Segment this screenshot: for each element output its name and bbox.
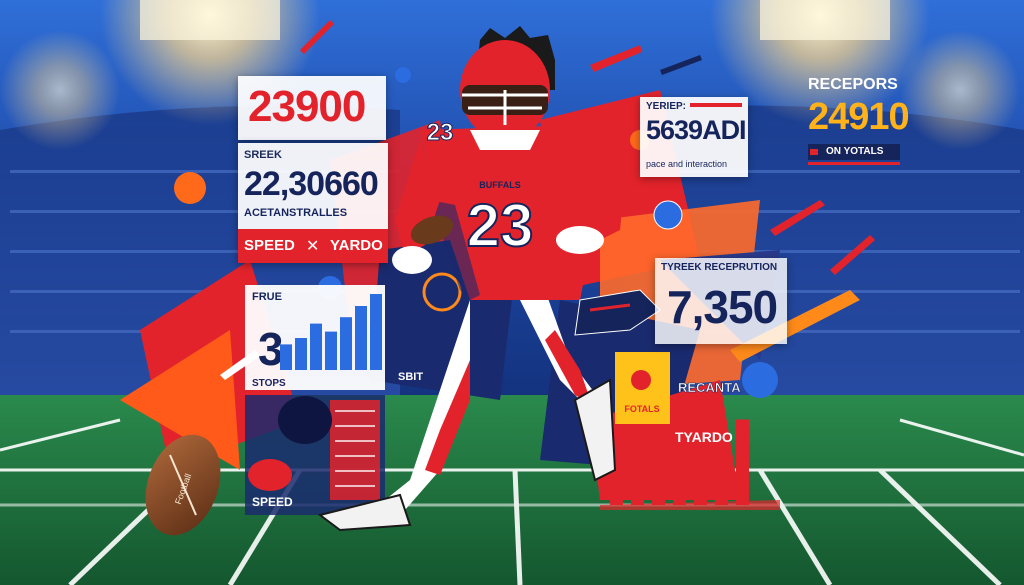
bar-panel-bar [340,317,352,370]
badge-label: FOTALS [624,404,659,414]
stat-center-right-sub: pace and interaction [646,159,728,169]
stat-top-right-value: 24910 [808,96,910,138]
right-chart-bar [631,470,644,505]
stat-left-value: 22,30660 [244,165,379,203]
stat-top-right-label: RECEPORS [808,76,898,93]
stat-top-right-sub: ON YOTALS [826,146,884,157]
right-chart-bar [694,443,707,505]
stat-left-sub: ACETANSTRALLES [244,207,348,219]
bar-panel-bar [295,338,307,370]
helmet-icon [278,396,332,444]
bar-panel-label: FRUE [252,291,282,303]
recanta-label: RECANTA [678,380,741,395]
right-chart-bar [736,419,749,505]
jersey-number: 23 [467,192,534,259]
stat-card-center-right: YERIEP: 5639ADI pace and interaction [640,97,748,177]
football-ball: Football [145,434,221,536]
stat-card-top-left: 23900 [238,76,386,140]
bar-panel-bar [310,323,322,370]
bar-panel-footer: STOPS [252,378,286,389]
jersey-number-sleeve: 23 [427,119,454,146]
bar-panel-bar [325,331,337,370]
stat-card-top-right: RECEPORS 24910 ON YOTALS [808,76,918,166]
reception-panel: TYREEK RECEPRUTION 7,350 [655,258,787,344]
bar-panel-bar [280,344,292,370]
player-illustration: 23 23 BUFFALS [317,26,625,532]
right-chart-bar [610,482,623,505]
stat-center-right-value: 5639ADI [646,115,747,145]
sbit-label: SBIT [398,371,423,383]
bar-panel-bars [280,294,382,370]
stat-left-yardo: YARDO [330,237,383,254]
stat-top-right-marker [810,149,818,155]
team-logo-badge: FOTALS [615,352,670,424]
stat-top-right-sub-strip: ON YOTALS [808,144,900,160]
stat-left-speed: SPEED [244,237,295,254]
bar-panel-bar [355,306,367,370]
bar-panel: FRUE 3 STOPS [245,285,385,390]
reception-panel-value: 7,350 [667,281,778,333]
reception-panel-label: TYREEK RECEPRUTION [661,262,778,273]
stat-center-right-accent [690,103,742,107]
jersey-team: BUFFALS [479,180,521,190]
right-chart-bar [652,467,665,505]
stat-top-right-underline [808,162,900,165]
helmet-panel-label: SPEED [252,495,293,509]
stat-center-right-label: YERIEP: [646,101,687,112]
stat-left-strip: SPEED ✕ YARDO [238,229,388,263]
right-bar-chart [610,419,749,505]
stat-left-label: SREEK [244,149,282,161]
right-chart-bar [715,433,728,505]
bar-panel-bar [370,294,382,370]
bar-panel-number: 3 [258,323,284,375]
right-chart-bar [673,455,686,505]
stat-top-left-value: 23900 [248,82,366,131]
patriot-logo-icon [574,289,661,336]
arrow-icon: ✕ [306,238,320,255]
helmet-panel: SPEED [245,395,385,515]
stat-card-left: SREEK 22,30660 ACETANSTRALLES SPEED ✕ YA… [238,143,388,263]
tyardo-label: TYARDO [675,429,733,445]
